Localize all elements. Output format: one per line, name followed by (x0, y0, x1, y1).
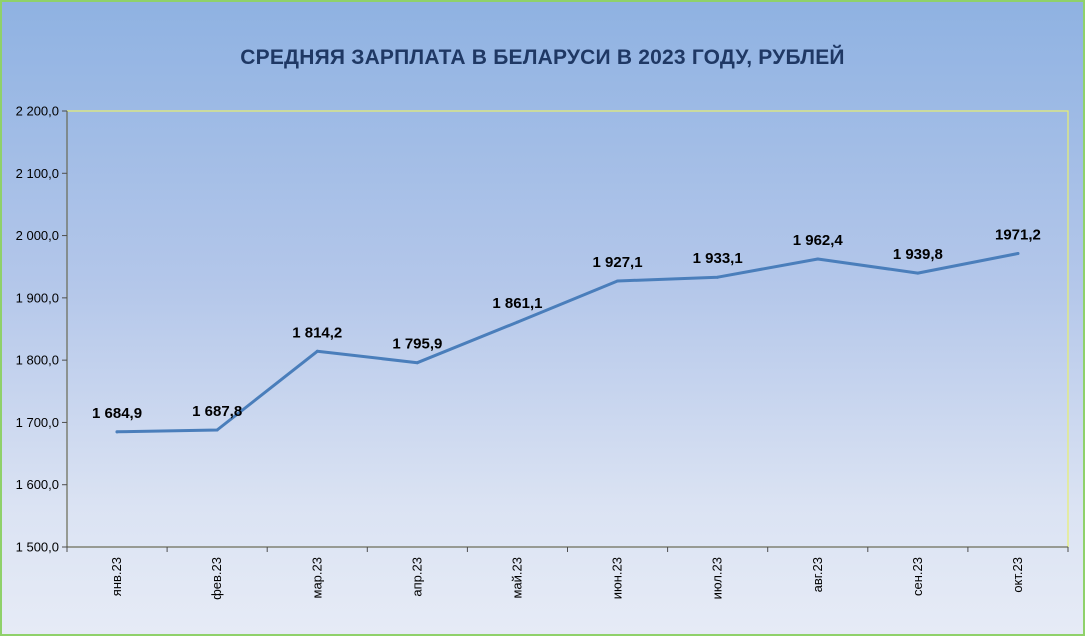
x-tick-label: авг.23 (810, 557, 825, 592)
x-axis: янв.23 фев.23 мар.23 апр.23 май.23 июн.23 июл.… (66, 546, 1069, 600)
data-point (215, 428, 219, 432)
x-tick-label: янв.23 (109, 557, 124, 596)
data-labels-group: 1 684,9 1 687,8 1 814,2 1 795,9 1 861,1 1 927… (92, 227, 1041, 422)
x-tick-label: фев.23 (209, 557, 224, 600)
y-axis: 1 500,0 1 600,0 1 700,0 1 800,0 1 900,0 2 000… (16, 104, 68, 555)
series-line (115, 252, 1020, 434)
data-label: 1 687,8 (192, 403, 242, 420)
x-tick-label: май.23 (509, 557, 524, 599)
chart-title: СРЕДНЯЯ ЗАРПЛАТА В БЕЛАРУСИ В 2023 ГОДУ,… (240, 46, 845, 69)
y-tick-label: 1 600,0 (16, 477, 59, 492)
data-label: 1 795,9 (392, 336, 442, 353)
y-tick-label: 1 500,0 (16, 540, 59, 555)
x-tick-label: окт.23 (1010, 557, 1025, 593)
data-label: 1 861,1 (492, 295, 542, 312)
data-label: 1 927,1 (593, 254, 643, 271)
x-tick-label: мар.23 (309, 557, 324, 598)
data-label: 1 939,8 (893, 246, 943, 263)
data-point (616, 279, 620, 283)
plot-border (66, 110, 1069, 548)
data-point (916, 271, 920, 275)
y-tick-label: 2 200,0 (16, 104, 59, 119)
x-tick-label: июн.23 (610, 557, 625, 599)
y-tick-label: 1 900,0 (16, 290, 59, 305)
data-point (1016, 252, 1020, 256)
y-tick-label: 1 800,0 (16, 353, 59, 368)
data-point (816, 257, 820, 261)
data-point (716, 275, 720, 279)
data-label: 1 814,2 (292, 324, 342, 341)
data-point (115, 430, 119, 434)
data-label: 1 684,9 (92, 405, 142, 422)
data-label: 1 962,4 (793, 232, 844, 249)
y-tick-label: 2 000,0 (16, 228, 59, 243)
data-point (415, 361, 419, 365)
data-point (315, 349, 319, 353)
data-label: 1971,2 (995, 227, 1041, 244)
data-label: 1 933,1 (693, 250, 743, 267)
x-tick-label: апр.23 (409, 557, 424, 597)
x-tick-label: июл.23 (710, 557, 725, 599)
data-point (515, 320, 519, 324)
y-tick-label: 2 100,0 (16, 166, 59, 181)
y-tick-label: 1 700,0 (16, 415, 59, 430)
plot-area (66, 110, 1069, 548)
x-tick-label: сен.23 (910, 557, 925, 596)
series-group (115, 252, 1020, 434)
